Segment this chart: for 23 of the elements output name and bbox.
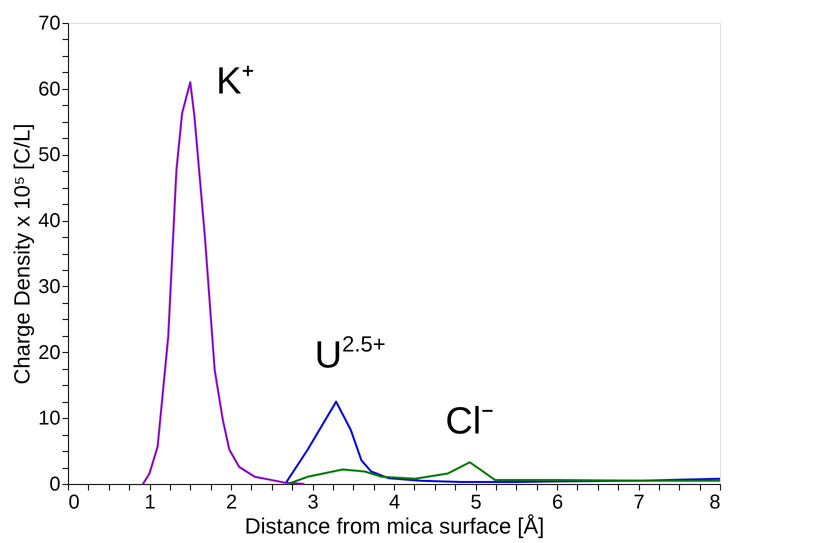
x-tick-label: 5: [470, 492, 482, 514]
y-axis-title: Charge Density x 10⁵ [C/L]: [9, 123, 34, 385]
y-tick-label: 70: [38, 12, 60, 34]
y-tick-label: 50: [38, 144, 60, 166]
x-tick-label: 2: [226, 492, 238, 514]
line-series: [285, 400, 721, 484]
y-tick-label: 20: [38, 342, 60, 364]
x-tick-label: 4: [388, 492, 400, 514]
x-tick-label: 1: [144, 492, 156, 514]
x-tick-label: 3: [307, 492, 319, 514]
series-label: Cl⁻: [445, 400, 494, 442]
x-tick-label: 8: [709, 492, 720, 514]
x-tick-label: 0: [68, 492, 80, 514]
y-tick-label: 40: [38, 210, 60, 232]
y-tick-label: 60: [38, 78, 60, 100]
y-tick-label: 0: [49, 474, 60, 496]
x-tick-label: 7: [633, 492, 645, 514]
y-tick-label: 30: [38, 276, 60, 298]
series-label: K⁺: [216, 60, 254, 102]
line-series: [287, 461, 721, 485]
x-axis-title: Distance from mica surface [Å]: [244, 514, 544, 538]
x-tick-label: 6: [552, 492, 564, 514]
y-tick-label: 10: [38, 408, 60, 430]
